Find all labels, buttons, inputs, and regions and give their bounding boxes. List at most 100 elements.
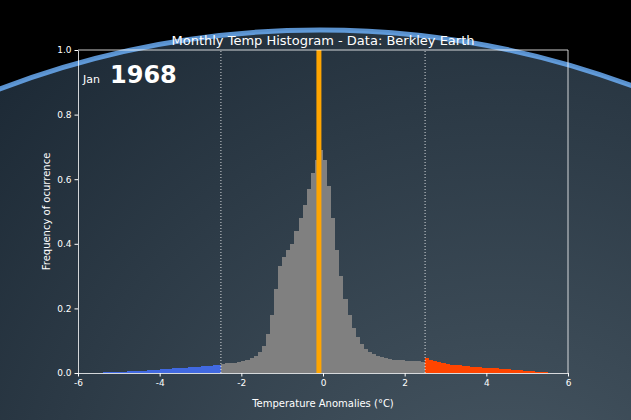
histogram-bar (466, 366, 470, 373)
histogram-bar (380, 357, 384, 373)
tick-mark (75, 115, 79, 116)
plot-area (103, 50, 548, 373)
histogram-bar (392, 360, 396, 373)
histogram-bar (560, 373, 564, 374)
histogram-bar (139, 371, 143, 373)
y-axis: 0.00.20.40.60.81.0 (57, 45, 78, 378)
earth (0, 30, 631, 420)
tick-mark (75, 50, 79, 51)
tick: -4 (156, 373, 165, 388)
histogram-bar (262, 346, 266, 373)
histogram-bar (348, 315, 352, 373)
histogram-bar (123, 372, 127, 373)
histogram-bar (143, 371, 147, 373)
histogram-bar (413, 361, 417, 373)
histogram-bar (478, 367, 482, 373)
tick-label: 0.4 (57, 239, 72, 249)
histogram-bar (339, 276, 343, 373)
tick: 0.4 (57, 239, 78, 249)
frame-right (568, 50, 569, 373)
histogram-bar (331, 218, 335, 373)
histogram-bar (303, 205, 307, 373)
histogram-bar (86, 373, 90, 374)
histogram-bar (429, 360, 433, 373)
histogram-bar (523, 371, 527, 373)
tick: 0 (321, 373, 327, 388)
tick: 0.2 (57, 304, 78, 314)
tick: 6 (566, 373, 572, 388)
histogram-bar (539, 372, 543, 373)
tick: 0.8 (57, 110, 78, 120)
histogram-bar (201, 366, 205, 373)
histogram-bar (286, 250, 290, 373)
histogram-bar (405, 361, 409, 373)
histogram-bar (266, 334, 270, 373)
histogram-bar (470, 367, 474, 373)
tick-label: 0.0 (57, 368, 72, 378)
histogram-bar (437, 362, 441, 373)
tick: 4 (484, 373, 490, 388)
histogram-bar (176, 368, 180, 373)
histogram-bar (495, 368, 499, 373)
title: Monthly Temp Histogram - Data: Berkley E… (172, 33, 475, 48)
histogram-bar (152, 370, 156, 373)
histogram-bar (192, 367, 196, 373)
tick-label: 2 (402, 378, 408, 388)
histogram-bar (98, 373, 102, 374)
histogram-bar (217, 365, 221, 373)
histogram-bar (196, 367, 200, 373)
histogram-bar (282, 257, 286, 373)
tick: 0.6 (57, 175, 78, 185)
histogram-bar (115, 372, 119, 373)
histogram-bar (458, 365, 462, 373)
histogram-bar (376, 356, 380, 373)
histogram-bar (225, 363, 229, 373)
histogram-bar (119, 372, 123, 373)
histogram-bar (409, 361, 413, 373)
histogram-bar (213, 365, 217, 373)
month-label: Jan (82, 73, 100, 86)
histogram-bar (270, 315, 274, 373)
chart: -6-4-202460.00.20.40.60.81.0Monthly Temp… (0, 0, 631, 420)
histogram-bar (527, 371, 531, 373)
tick: 0.0 (57, 368, 78, 378)
tick-label: 0 (321, 378, 327, 388)
histogram-bar (446, 364, 450, 373)
histogram-bar (156, 370, 160, 373)
tick-label: -6 (74, 378, 83, 388)
histogram-bar (221, 364, 225, 373)
histogram-bar (294, 231, 298, 373)
histogram-bar (368, 352, 372, 373)
histogram-bar (511, 370, 515, 373)
histogram-bar (258, 352, 262, 373)
histogram-bar (507, 369, 511, 373)
histogram-bar (160, 369, 164, 373)
tick: -2 (237, 373, 246, 388)
tick: -6 (74, 373, 83, 388)
histogram-bar (421, 362, 425, 373)
histogram-bar (111, 372, 115, 373)
histogram-bar (127, 371, 131, 373)
histogram-bar (556, 373, 560, 374)
x-axis-title: Temperature Anomalies (°C) (251, 398, 394, 409)
histogram-bar (503, 369, 507, 373)
histogram-bar (323, 160, 327, 373)
histogram-bar (103, 372, 107, 373)
tick: 2 (402, 373, 408, 388)
tick-mark (241, 373, 242, 377)
tick-mark (323, 373, 324, 377)
tick-label: 4 (484, 378, 490, 388)
histogram-bar (172, 368, 176, 373)
tick-mark (160, 373, 161, 377)
histogram-bar (180, 368, 184, 373)
tick-mark (405, 373, 406, 377)
histogram-bar (482, 368, 486, 373)
histogram-bar (450, 365, 454, 373)
tick-label: 0.2 (57, 304, 71, 314)
tick-mark (75, 179, 79, 180)
histogram-bar (254, 356, 258, 373)
threshold-line (220, 50, 221, 373)
histogram-bar (82, 373, 86, 374)
histogram-bar (188, 367, 192, 373)
histogram-bar (168, 369, 172, 373)
